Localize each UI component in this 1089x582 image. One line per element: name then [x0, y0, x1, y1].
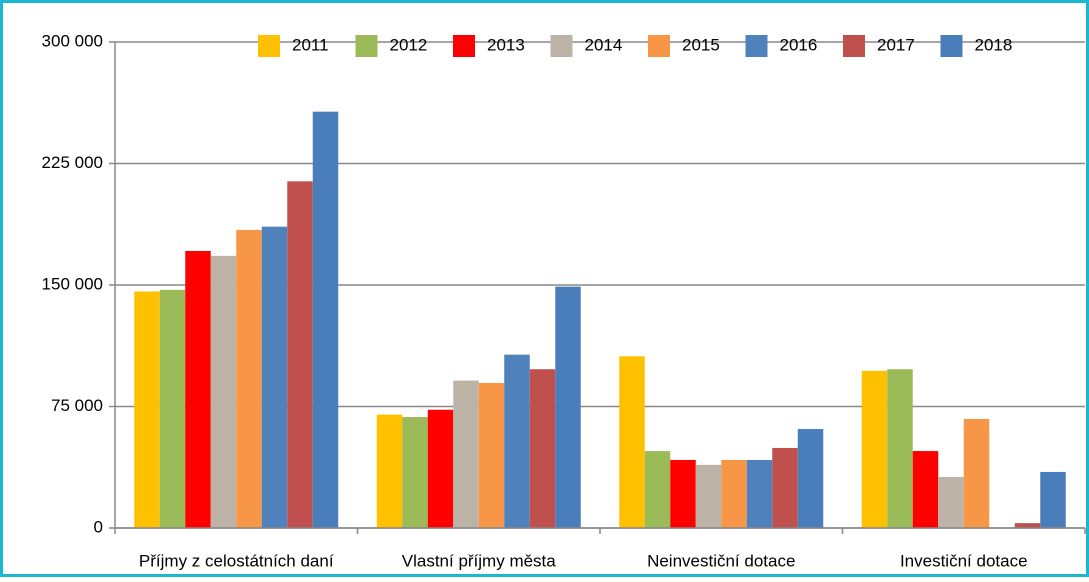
legend-swatch: [843, 35, 865, 57]
bar: [1040, 471, 1066, 528]
legend-label: 2015: [682, 35, 720, 54]
legend-swatch: [355, 35, 378, 57]
legend-label: 2012: [390, 35, 428, 54]
bar: [619, 356, 645, 528]
x-tick-label: Příjmy z celostátních daní: [139, 551, 334, 570]
legend-swatch: [258, 35, 280, 57]
bar: [912, 451, 939, 528]
bar: [529, 369, 556, 528]
legend-swatch: [648, 35, 670, 57]
bar: [861, 370, 888, 528]
x-tick-label: Neinvestiční dotace: [647, 551, 795, 570]
bar: [695, 464, 722, 528]
bar: [504, 354, 530, 528]
bar: [236, 229, 262, 529]
bar: [478, 383, 505, 528]
legend-swatch: [550, 35, 573, 57]
legend-label: 2018: [975, 35, 1013, 54]
bar: [772, 447, 798, 528]
bar: [1014, 523, 1041, 528]
x-tick-label: Investiční dotace: [900, 551, 1028, 570]
legend-label: 2011: [292, 35, 329, 54]
y-tick-label: 0: [94, 517, 103, 536]
bar: [185, 250, 211, 529]
legend-label: 2017: [877, 35, 915, 54]
legend-label: 2014: [585, 35, 623, 54]
x-tick-label: Vlastní příjmy města: [402, 551, 557, 570]
bar: [797, 429, 824, 528]
legend-label: 2013: [487, 35, 525, 54]
bar: [938, 476, 964, 528]
bar: [287, 181, 313, 528]
bar: [376, 414, 403, 528]
bar: [721, 459, 747, 528]
y-tick-label: 75 000: [51, 396, 103, 415]
bar: [453, 380, 479, 528]
bar: [746, 459, 773, 528]
legend-label: 2016: [780, 35, 818, 54]
bar: [261, 226, 288, 528]
y-tick-label: 300 000: [42, 31, 103, 50]
bar: [402, 417, 428, 528]
bar: [312, 111, 339, 528]
legend-swatch: [453, 35, 475, 57]
bar: [644, 451, 671, 528]
bar: [134, 291, 160, 528]
bar: [159, 289, 186, 528]
legend-swatch: [745, 35, 768, 57]
bar: [887, 369, 913, 528]
y-tick-label: 150 000: [42, 274, 103, 293]
bar: [210, 255, 237, 528]
legend-swatch: [940, 35, 963, 57]
bar: [555, 286, 581, 528]
bar: [963, 418, 990, 528]
bar: [427, 409, 454, 528]
bar: [670, 459, 696, 528]
y-tick-label: 225 000: [42, 153, 103, 172]
